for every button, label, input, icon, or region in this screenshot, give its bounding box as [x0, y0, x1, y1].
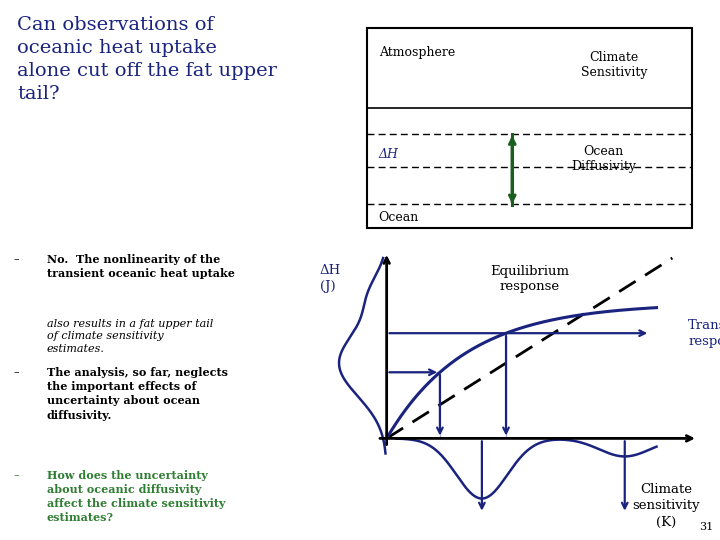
Text: Climate
Sensitivity: Climate Sensitivity [580, 51, 647, 79]
Text: ΔH
(J): ΔH (J) [320, 264, 341, 293]
Text: –: – [14, 254, 19, 264]
Text: ΔH: ΔH [379, 148, 398, 161]
Text: also results in a fat upper tail
of climate sensitivity
estimates.: also results in a fat upper tail of clim… [47, 319, 213, 354]
Text: Equilibrium
response: Equilibrium response [490, 265, 569, 293]
Text: Atmosphere: Atmosphere [379, 46, 455, 59]
Text: Can observations of
oceanic heat uptake
alone cut off the fat upper
tail?: Can observations of oceanic heat uptake … [17, 16, 277, 103]
Text: 31: 31 [699, 522, 714, 531]
Text: How does the uncertainty
about oceanic diffusivity
affect the climate sensitivit: How does the uncertainty about oceanic d… [47, 470, 225, 523]
Text: Climate
sensitivity
(K): Climate sensitivity (K) [632, 483, 700, 529]
Text: –: – [14, 367, 19, 377]
Text: No.  The nonlinearity of the
transient oceanic heat uptake: No. The nonlinearity of the transient oc… [47, 254, 235, 279]
Text: –: – [14, 470, 19, 480]
Text: Ocean
Diffusivity: Ocean Diffusivity [571, 145, 636, 173]
Text: Ocean: Ocean [379, 211, 419, 224]
Text: Transient
response: Transient response [688, 319, 720, 348]
Text: The analysis, so far, neglects
the important effects of
uncertainty about ocean
: The analysis, so far, neglects the impor… [47, 367, 228, 421]
